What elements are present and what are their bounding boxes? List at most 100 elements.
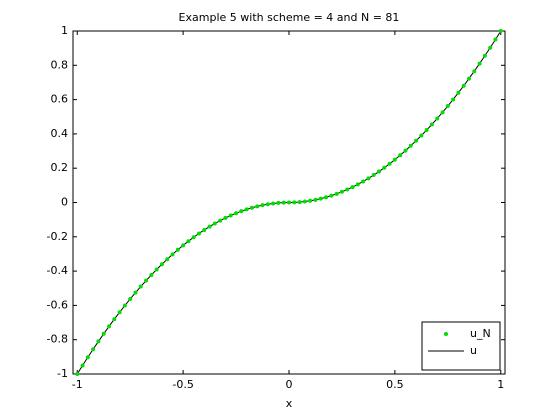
x-tick-label: 0.5: [386, 378, 404, 391]
data-point: [313, 197, 318, 202]
data-point: [451, 97, 456, 102]
x-tick-label: 0: [286, 378, 293, 391]
legend-label: u: [470, 344, 477, 357]
data-point: [122, 303, 127, 308]
data-point: [170, 252, 175, 257]
data-point: [371, 173, 376, 178]
data-point: [101, 331, 106, 336]
data-point: [424, 128, 429, 133]
data-point: [324, 195, 329, 200]
data-point: [440, 110, 445, 115]
data-point: [276, 200, 281, 205]
data-point: [91, 347, 96, 352]
y-tick-label: 0: [61, 196, 68, 209]
data-point: [398, 153, 403, 158]
data-point: [239, 209, 244, 214]
data-point: [387, 161, 392, 166]
data-point: [461, 83, 466, 88]
data-point: [107, 324, 111, 329]
data-point: [419, 133, 424, 138]
data-point: [408, 143, 413, 148]
data-point: [133, 290, 138, 295]
data-point: [329, 193, 334, 198]
data-point: [488, 45, 493, 50]
data-point: [350, 185, 355, 190]
data-point: [292, 200, 297, 205]
data-point: [281, 200, 286, 205]
data-point: [128, 296, 133, 301]
data-point: [186, 239, 191, 244]
y-tick-label: 0.8: [51, 58, 69, 71]
data-point: [445, 104, 450, 109]
data-point: [456, 90, 461, 95]
data-point: [361, 179, 366, 184]
data-point: [212, 221, 217, 226]
data-point: [472, 69, 477, 74]
data-point: [244, 207, 249, 212]
data-point: [345, 187, 350, 192]
data-point: [80, 363, 85, 368]
data-point: [260, 203, 265, 208]
x-tick-label: -0.5: [172, 378, 193, 391]
data-point: [355, 182, 360, 187]
data-point: [467, 76, 471, 81]
data-point: [234, 211, 239, 216]
data-point: [382, 165, 387, 170]
y-tick-label: -0.8: [47, 333, 68, 346]
data-point: [493, 37, 498, 42]
data-point: [149, 272, 154, 277]
data-point: [271, 201, 276, 206]
data-point: [287, 200, 291, 205]
data-point: [197, 231, 201, 236]
data-point: [255, 204, 260, 209]
data-point: [191, 235, 196, 240]
y-tick-label: -1: [57, 367, 68, 380]
data-point: [207, 224, 212, 229]
legend-box: [421, 321, 501, 371]
data-point: [429, 122, 434, 127]
legend-label: u_N: [470, 327, 491, 340]
data-point: [318, 196, 323, 201]
data-point: [96, 339, 101, 344]
data-point: [366, 176, 371, 181]
data-point: [302, 199, 307, 204]
data-point: [117, 310, 122, 315]
y-tick-label: 1: [61, 24, 68, 37]
data-point: [377, 169, 381, 174]
data-point: [181, 243, 186, 248]
y-tick-label: -0.6: [47, 298, 68, 311]
y-tick-label: -0.2: [47, 230, 68, 243]
data-point: [477, 61, 482, 66]
data-point: [265, 202, 270, 207]
data-point: [482, 53, 487, 58]
data-point: [414, 138, 419, 143]
data-point: [138, 284, 143, 289]
data-point: [249, 205, 254, 210]
y-tick-label: 0.2: [51, 161, 69, 174]
x-tick-label: 1: [497, 378, 504, 391]
data-point: [218, 218, 223, 223]
data-point: [228, 213, 233, 218]
x-axis-label: x: [286, 397, 293, 410]
y-tick-label: 0.4: [51, 127, 69, 140]
data-point: [498, 29, 503, 33]
data-point: [308, 198, 313, 203]
y-tick-label: 0.6: [51, 93, 69, 106]
data-point: [75, 372, 80, 376]
data-point: [297, 200, 302, 205]
data-point: [159, 262, 164, 267]
data-point: [202, 227, 207, 232]
data-point: [112, 317, 117, 322]
data-point: [392, 157, 397, 162]
data-point: [165, 257, 170, 262]
data-point: [85, 355, 90, 360]
data-point: [144, 278, 149, 283]
x-tick-label: -1: [72, 378, 83, 391]
chart-title: Example 5 with scheme = 4 and N = 81: [179, 11, 400, 24]
data-point: [403, 148, 408, 153]
data-point: [435, 116, 440, 121]
data-point: [175, 247, 180, 252]
data-point: [223, 215, 228, 220]
